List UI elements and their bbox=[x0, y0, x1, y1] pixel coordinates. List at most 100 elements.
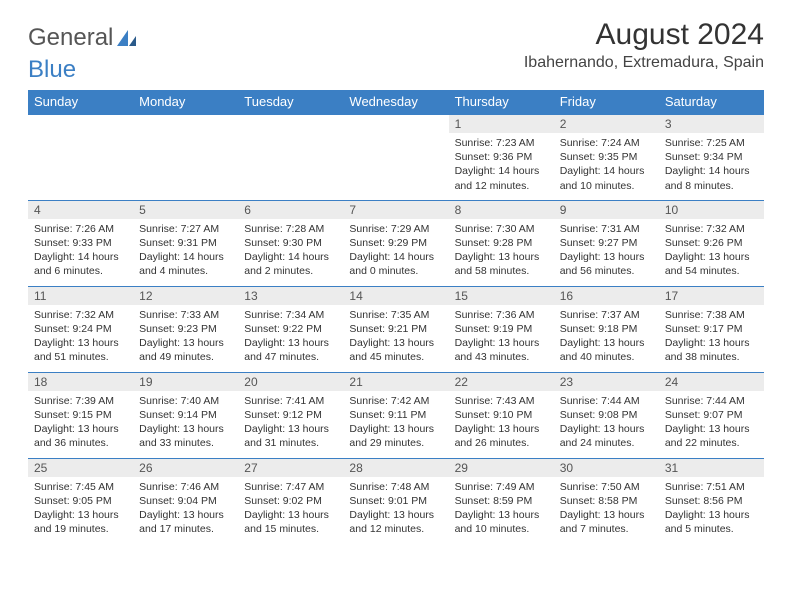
day-number: 15 bbox=[449, 287, 554, 305]
day-details: Sunrise: 7:27 AMSunset: 9:31 PMDaylight:… bbox=[133, 219, 238, 283]
day-number: 2 bbox=[554, 115, 659, 133]
daylight-text: Daylight: 13 hours and 49 minutes. bbox=[139, 336, 232, 364]
day-details: Sunrise: 7:32 AMSunset: 9:24 PMDaylight:… bbox=[28, 305, 133, 369]
sunrise-text: Sunrise: 7:39 AM bbox=[34, 394, 127, 408]
daylight-text: Daylight: 14 hours and 4 minutes. bbox=[139, 250, 232, 278]
calendar-week-row: 18Sunrise: 7:39 AMSunset: 9:15 PMDayligh… bbox=[28, 372, 764, 458]
sunset-text: Sunset: 9:08 PM bbox=[560, 408, 653, 422]
day-number: 26 bbox=[133, 459, 238, 477]
sunrise-text: Sunrise: 7:46 AM bbox=[139, 480, 232, 494]
weekday-header: Saturday bbox=[659, 90, 764, 114]
sunset-text: Sunset: 9:30 PM bbox=[244, 236, 337, 250]
calendar-day-cell: 23Sunrise: 7:44 AMSunset: 9:08 PMDayligh… bbox=[554, 372, 659, 458]
sunset-text: Sunset: 9:10 PM bbox=[455, 408, 548, 422]
daylight-text: Daylight: 14 hours and 0 minutes. bbox=[349, 250, 442, 278]
weekday-header: Friday bbox=[554, 90, 659, 114]
calendar-day-cell: 7Sunrise: 7:29 AMSunset: 9:29 PMDaylight… bbox=[343, 200, 448, 286]
day-details: Sunrise: 7:50 AMSunset: 8:58 PMDaylight:… bbox=[554, 477, 659, 541]
calendar-day-cell bbox=[133, 114, 238, 200]
calendar-day-cell: 4Sunrise: 7:26 AMSunset: 9:33 PMDaylight… bbox=[28, 200, 133, 286]
calendar-day-cell: 8Sunrise: 7:30 AMSunset: 9:28 PMDaylight… bbox=[449, 200, 554, 286]
sunrise-text: Sunrise: 7:47 AM bbox=[244, 480, 337, 494]
day-details: Sunrise: 7:39 AMSunset: 9:15 PMDaylight:… bbox=[28, 391, 133, 455]
day-details: Sunrise: 7:40 AMSunset: 9:14 PMDaylight:… bbox=[133, 391, 238, 455]
day-number: 29 bbox=[449, 459, 554, 477]
day-number: 14 bbox=[343, 287, 448, 305]
daylight-text: Daylight: 14 hours and 8 minutes. bbox=[665, 164, 758, 192]
sunrise-text: Sunrise: 7:45 AM bbox=[34, 480, 127, 494]
daylight-text: Daylight: 13 hours and 38 minutes. bbox=[665, 336, 758, 364]
sunset-text: Sunset: 9:04 PM bbox=[139, 494, 232, 508]
day-details: Sunrise: 7:34 AMSunset: 9:22 PMDaylight:… bbox=[238, 305, 343, 369]
calendar-day-cell: 26Sunrise: 7:46 AMSunset: 9:04 PMDayligh… bbox=[133, 458, 238, 544]
day-number: 20 bbox=[238, 373, 343, 391]
daylight-text: Daylight: 13 hours and 26 minutes. bbox=[455, 422, 548, 450]
day-number: 5 bbox=[133, 201, 238, 219]
sunset-text: Sunset: 9:11 PM bbox=[349, 408, 442, 422]
calendar-day-cell: 14Sunrise: 7:35 AMSunset: 9:21 PMDayligh… bbox=[343, 286, 448, 372]
calendar-day-cell: 1Sunrise: 7:23 AMSunset: 9:36 PMDaylight… bbox=[449, 114, 554, 200]
day-details: Sunrise: 7:43 AMSunset: 9:10 PMDaylight:… bbox=[449, 391, 554, 455]
daylight-text: Daylight: 14 hours and 6 minutes. bbox=[34, 250, 127, 278]
calendar-day-cell bbox=[343, 114, 448, 200]
sunrise-text: Sunrise: 7:40 AM bbox=[139, 394, 232, 408]
day-details: Sunrise: 7:48 AMSunset: 9:01 PMDaylight:… bbox=[343, 477, 448, 541]
daylight-text: Daylight: 13 hours and 54 minutes. bbox=[665, 250, 758, 278]
sunset-text: Sunset: 9:18 PM bbox=[560, 322, 653, 336]
day-number: 17 bbox=[659, 287, 764, 305]
calendar-day-cell: 2Sunrise: 7:24 AMSunset: 9:35 PMDaylight… bbox=[554, 114, 659, 200]
day-details: Sunrise: 7:49 AMSunset: 8:59 PMDaylight:… bbox=[449, 477, 554, 541]
calendar-day-cell: 27Sunrise: 7:47 AMSunset: 9:02 PMDayligh… bbox=[238, 458, 343, 544]
daylight-text: Daylight: 13 hours and 7 minutes. bbox=[560, 508, 653, 536]
sunrise-text: Sunrise: 7:43 AM bbox=[455, 394, 548, 408]
sunset-text: Sunset: 9:27 PM bbox=[560, 236, 653, 250]
sunset-text: Sunset: 9:36 PM bbox=[455, 150, 548, 164]
daylight-text: Daylight: 13 hours and 19 minutes. bbox=[34, 508, 127, 536]
day-details: Sunrise: 7:36 AMSunset: 9:19 PMDaylight:… bbox=[449, 305, 554, 369]
sunset-text: Sunset: 9:15 PM bbox=[34, 408, 127, 422]
sunset-text: Sunset: 9:01 PM bbox=[349, 494, 442, 508]
calendar-day-cell bbox=[238, 114, 343, 200]
sunset-text: Sunset: 9:21 PM bbox=[349, 322, 442, 336]
day-number: 23 bbox=[554, 373, 659, 391]
daylight-text: Daylight: 13 hours and 40 minutes. bbox=[560, 336, 653, 364]
sunrise-text: Sunrise: 7:31 AM bbox=[560, 222, 653, 236]
day-details: Sunrise: 7:46 AMSunset: 9:04 PMDaylight:… bbox=[133, 477, 238, 541]
day-number: 22 bbox=[449, 373, 554, 391]
day-number: 19 bbox=[133, 373, 238, 391]
sunrise-text: Sunrise: 7:23 AM bbox=[455, 136, 548, 150]
sunset-text: Sunset: 9:12 PM bbox=[244, 408, 337, 422]
sunset-text: Sunset: 9:23 PM bbox=[139, 322, 232, 336]
daylight-text: Daylight: 13 hours and 24 minutes. bbox=[560, 422, 653, 450]
sunrise-text: Sunrise: 7:29 AM bbox=[349, 222, 442, 236]
sunset-text: Sunset: 9:26 PM bbox=[665, 236, 758, 250]
logo-text-2: Blue bbox=[28, 56, 764, 84]
sunrise-text: Sunrise: 7:32 AM bbox=[34, 308, 127, 322]
weekday-header-row: Sunday Monday Tuesday Wednesday Thursday… bbox=[28, 90, 764, 114]
calendar-day-cell: 31Sunrise: 7:51 AMSunset: 8:56 PMDayligh… bbox=[659, 458, 764, 544]
calendar-day-cell: 9Sunrise: 7:31 AMSunset: 9:27 PMDaylight… bbox=[554, 200, 659, 286]
daylight-text: Daylight: 13 hours and 51 minutes. bbox=[34, 336, 127, 364]
day-number: 31 bbox=[659, 459, 764, 477]
day-details: Sunrise: 7:41 AMSunset: 9:12 PMDaylight:… bbox=[238, 391, 343, 455]
sunset-text: Sunset: 9:02 PM bbox=[244, 494, 337, 508]
day-details: Sunrise: 7:31 AMSunset: 9:27 PMDaylight:… bbox=[554, 219, 659, 283]
day-details: Sunrise: 7:35 AMSunset: 9:21 PMDaylight:… bbox=[343, 305, 448, 369]
day-details: Sunrise: 7:44 AMSunset: 9:07 PMDaylight:… bbox=[659, 391, 764, 455]
sunset-text: Sunset: 9:35 PM bbox=[560, 150, 653, 164]
calendar-day-cell: 25Sunrise: 7:45 AMSunset: 9:05 PMDayligh… bbox=[28, 458, 133, 544]
day-number: 12 bbox=[133, 287, 238, 305]
weekday-header: Sunday bbox=[28, 90, 133, 114]
weekday-header: Monday bbox=[133, 90, 238, 114]
sunset-text: Sunset: 9:05 PM bbox=[34, 494, 127, 508]
day-details: Sunrise: 7:25 AMSunset: 9:34 PMDaylight:… bbox=[659, 133, 764, 197]
logo-sail-icon bbox=[116, 28, 138, 48]
daylight-text: Daylight: 13 hours and 36 minutes. bbox=[34, 422, 127, 450]
weekday-header: Wednesday bbox=[343, 90, 448, 114]
daylight-text: Daylight: 13 hours and 33 minutes. bbox=[139, 422, 232, 450]
sunset-text: Sunset: 9:31 PM bbox=[139, 236, 232, 250]
calendar-day-cell bbox=[28, 114, 133, 200]
sunrise-text: Sunrise: 7:34 AM bbox=[244, 308, 337, 322]
sunrise-text: Sunrise: 7:50 AM bbox=[560, 480, 653, 494]
logo-text-1: General bbox=[28, 24, 113, 52]
